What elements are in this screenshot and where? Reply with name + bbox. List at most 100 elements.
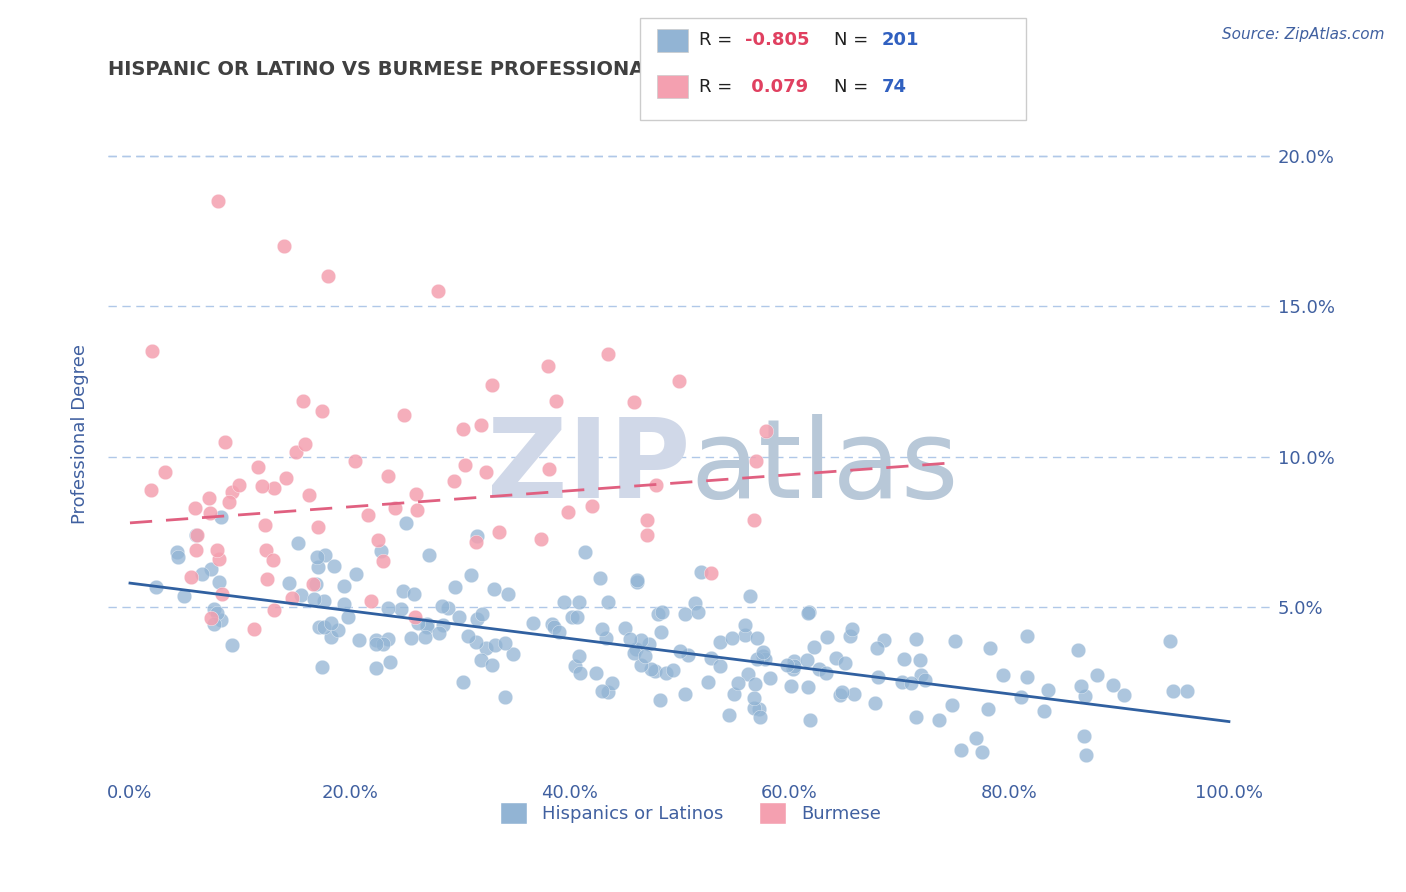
Point	[470, 417, 492, 432]
Point	[494, 636, 516, 650]
Point	[589, 571, 612, 585]
Point	[825, 650, 848, 665]
Point	[1017, 671, 1039, 685]
Point	[723, 686, 745, 700]
Point	[636, 513, 658, 527]
Point	[416, 617, 439, 632]
Point	[1011, 690, 1033, 704]
Point	[941, 698, 963, 713]
Point	[256, 572, 278, 586]
Point	[364, 637, 387, 651]
Point	[250, 479, 273, 493]
Point	[302, 592, 325, 607]
Point	[308, 620, 330, 634]
Point	[464, 635, 486, 649]
Text: 201: 201	[882, 31, 920, 49]
Point	[200, 562, 222, 576]
Point	[1085, 668, 1108, 682]
Point	[482, 582, 505, 596]
Point	[950, 742, 973, 756]
Point	[305, 549, 328, 564]
Point	[807, 662, 830, 676]
Point	[541, 616, 564, 631]
Point	[686, 606, 709, 620]
Point	[581, 499, 603, 513]
Point	[630, 657, 652, 672]
Point	[557, 505, 579, 519]
Point	[782, 662, 804, 676]
Point	[347, 632, 370, 647]
Point	[1175, 683, 1198, 698]
Point	[727, 675, 749, 690]
Point	[614, 622, 637, 636]
Point	[814, 665, 837, 680]
Point	[640, 663, 662, 677]
Point	[748, 701, 770, 715]
Point	[205, 606, 228, 620]
Point	[496, 586, 519, 600]
Point	[651, 605, 673, 619]
Point	[648, 692, 671, 706]
Point	[405, 486, 427, 500]
Point	[277, 575, 299, 590]
Point	[344, 454, 367, 468]
Point	[364, 633, 387, 648]
Point	[316, 268, 339, 283]
Point	[543, 620, 565, 634]
Point	[638, 637, 661, 651]
Point	[200, 611, 222, 625]
Point	[591, 684, 613, 698]
Point	[484, 638, 506, 652]
Point	[218, 495, 240, 509]
Point	[841, 622, 863, 636]
Point	[742, 690, 765, 705]
Point	[197, 491, 219, 506]
Point	[180, 570, 202, 584]
Point	[406, 615, 429, 630]
Point	[568, 648, 591, 663]
Point	[536, 359, 558, 374]
Point	[444, 581, 467, 595]
Point	[1066, 643, 1088, 657]
Point	[709, 659, 731, 673]
Point	[530, 533, 553, 547]
Point	[752, 645, 775, 659]
Point	[595, 631, 617, 645]
Point	[626, 575, 648, 590]
Point	[465, 612, 488, 626]
Point	[673, 687, 696, 701]
Point	[344, 566, 367, 581]
Point	[972, 745, 994, 759]
Point	[145, 580, 167, 594]
Point	[406, 503, 429, 517]
Point	[366, 661, 388, 675]
Point	[415, 620, 437, 634]
Point	[1102, 678, 1125, 692]
Point	[737, 667, 759, 681]
Point	[623, 646, 645, 660]
Point	[211, 587, 233, 601]
Point	[273, 239, 295, 253]
Point	[668, 375, 690, 389]
Point	[465, 528, 488, 542]
Point	[636, 528, 658, 542]
Point	[866, 640, 889, 655]
Point	[564, 659, 586, 673]
Point	[644, 665, 666, 679]
Point	[167, 549, 190, 564]
Point	[457, 629, 479, 643]
Point	[839, 629, 862, 643]
Point	[828, 688, 851, 702]
Point	[208, 551, 231, 566]
Point	[815, 630, 838, 644]
Point	[186, 528, 208, 542]
Point	[655, 666, 678, 681]
Point	[488, 525, 510, 540]
Point	[166, 545, 188, 559]
Point	[337, 609, 360, 624]
Point	[502, 647, 524, 661]
Point	[404, 610, 426, 624]
Point	[427, 626, 450, 640]
Point	[803, 640, 825, 654]
Point	[360, 594, 382, 608]
